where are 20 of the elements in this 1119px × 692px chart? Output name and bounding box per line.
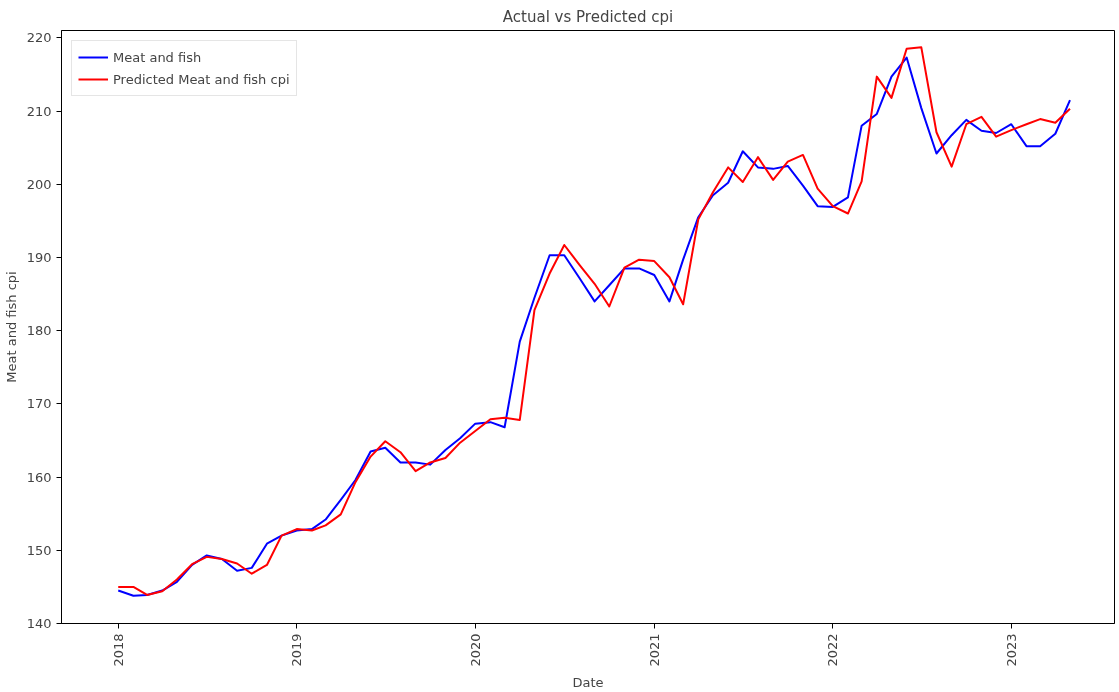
y-tick-label: 220 bbox=[26, 30, 52, 46]
legend-label: Meat and fish bbox=[113, 49, 202, 65]
y-tick-label: 190 bbox=[26, 249, 52, 265]
x-axis-title: Date bbox=[572, 674, 604, 690]
y-tick-label: 160 bbox=[26, 469, 52, 485]
x-tick-label: 2018 bbox=[110, 633, 126, 667]
y-tick-label: 150 bbox=[26, 542, 52, 558]
x-tick-label: 2023 bbox=[1003, 633, 1019, 667]
y-tick-label: 170 bbox=[26, 396, 52, 412]
x-tick-label: 2019 bbox=[289, 633, 305, 667]
chart-title: Actual vs Predicted cpi bbox=[502, 7, 674, 26]
y-tick-label: 140 bbox=[26, 616, 52, 631]
y-axis-title: Meat and fish cpi bbox=[3, 271, 19, 383]
legend-label: Predicted Meat and fish cpi bbox=[113, 71, 290, 87]
y-tick-label: 200 bbox=[26, 176, 52, 192]
y-tick-label: 180 bbox=[26, 323, 52, 339]
x-tick-label: 2022 bbox=[825, 633, 841, 667]
x-tick-label: 2020 bbox=[467, 633, 483, 667]
x-tick-label: 2021 bbox=[646, 633, 662, 667]
y-tick-label: 210 bbox=[26, 103, 52, 119]
